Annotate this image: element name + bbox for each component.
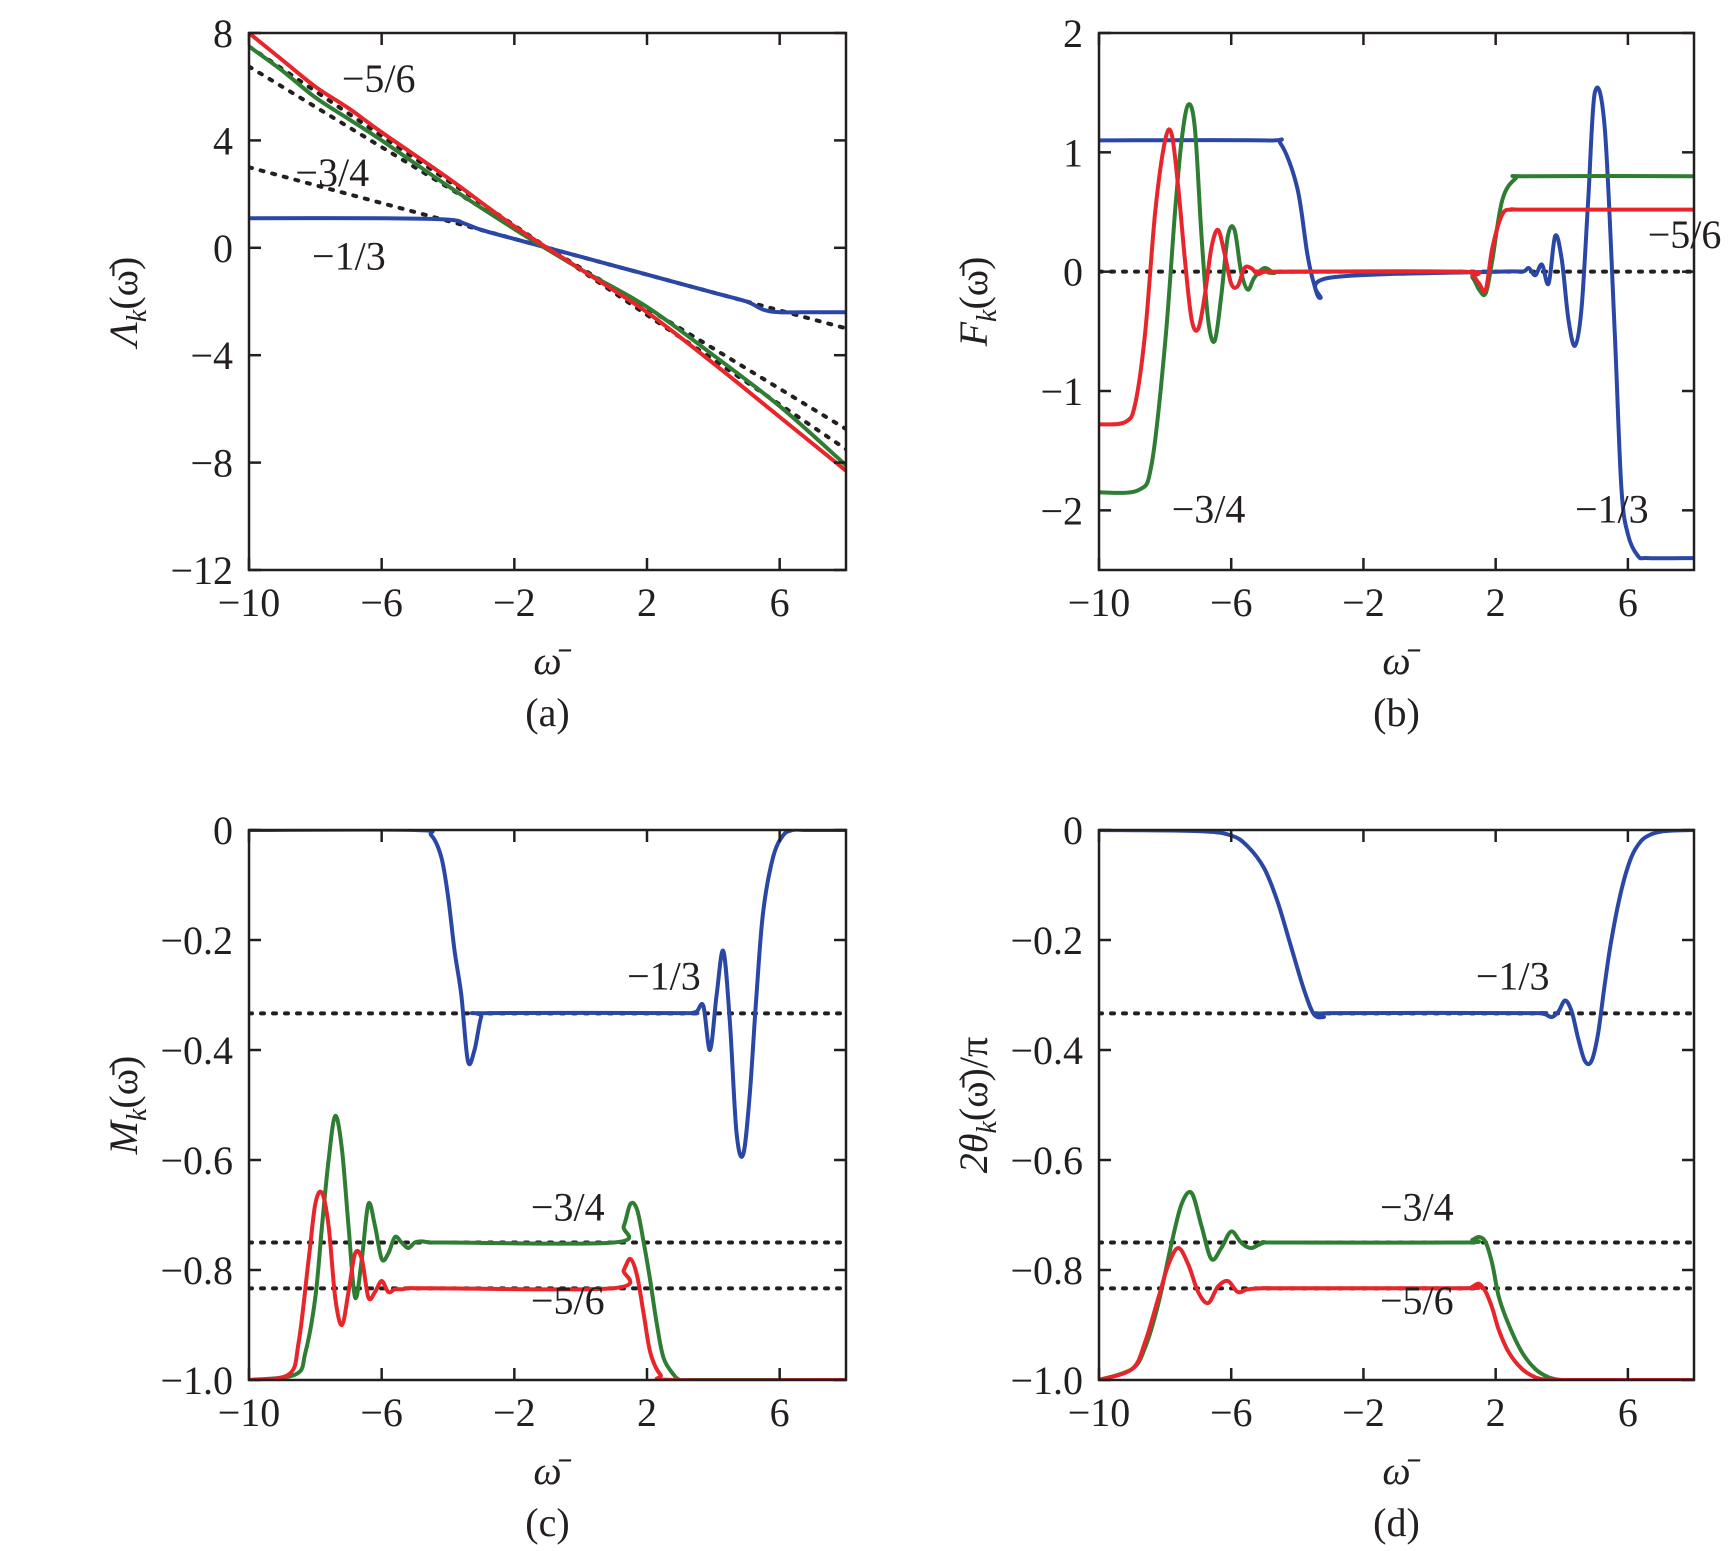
x-tick-label: −10 [1068,1390,1131,1435]
y-axis-label: Mk(ω̄) [101,1056,153,1156]
annotation-label: −3/4 [531,1185,605,1230]
y-tick-label: 1 [1063,130,1083,175]
x-tick-label: 6 [1618,1390,1638,1435]
y-tick-label: −1.0 [1010,1358,1083,1403]
y-axis-label-main: Λ [101,322,146,350]
series-line-green [249,44,846,467]
y-tick-label: −12 [170,548,233,593]
y-axis-label: 2θk(ω̄)/π [951,1037,1003,1173]
annotation-label: −5/6 [1648,212,1722,257]
series-line-red [249,1189,846,1380]
x-tick-label: 2 [637,580,657,625]
y-axis-label-sub: k [122,1108,153,1121]
y-axis-label-sub: k [122,309,153,322]
y-axis-label-tail: (ω̄) [101,1056,146,1109]
x-tick-label: 2 [1486,580,1506,625]
y-tick-label: 0 [213,226,233,271]
annotation-label: −1/3 [1476,954,1550,999]
x-tick-label: 2 [637,1390,657,1435]
x-axis-label: ω̄ [533,638,571,683]
annotation-label: −1/3 [1575,486,1649,531]
y-tick-label: −4 [190,333,233,378]
series-line-red [1099,1246,1694,1380]
y-axis-label-tail: (ω̄) [101,257,146,310]
panel-d: −10 −6 −2 2 6 0 −0.2 −0.4 −0.6 −0.8 −1.0 ω̄ (d) 2θk(ω… [951,808,1696,1545]
panel-c: −10 −6 −2 2 6 0 −0.2 −0.4 −0.6 −0.8 −1.0 ω̄ (c) Mk(ω̄… [101,808,848,1545]
series-line-blue [249,830,846,1159]
y-axis-label-main: M [101,1118,146,1155]
annotation-label: −5/6 [342,56,416,101]
y-tick-label: 4 [213,118,233,163]
y-tick-label: −0.2 [1010,918,1083,963]
y-axis-label-main: 2θ [951,1134,996,1174]
series-line-green [1099,1190,1694,1380]
y-axis-label-main: F [951,321,996,347]
y-axis-label: Λk(ω̄) [101,257,153,351]
y-tick-label: 0 [213,808,233,853]
y-tick-label: −0.4 [1010,1028,1083,1073]
annotation-label: −1/3 [312,233,386,278]
y-tick-label: 8 [213,11,233,56]
y-tick-label: 0 [1063,808,1083,853]
y-axis-label-sub: k [972,309,1003,322]
series-line-blue [249,216,846,315]
x-tick-label: −10 [218,580,281,625]
x-tick-label: −2 [1342,580,1385,625]
panel-caption: (a) [525,690,569,735]
y-tick-label: −0.8 [160,1248,233,1293]
annotation-label: −5/6 [1380,1278,1454,1323]
y-tick-label: 2 [1063,11,1083,56]
y-tick-label: −0.4 [160,1028,233,1073]
x-tick-label: −6 [360,580,403,625]
series-line-green [249,1113,846,1380]
y-tick-label: −1 [1040,369,1083,414]
annotation-label: −3/4 [1172,486,1246,531]
x-tick-label: −2 [1342,1390,1385,1435]
y-axis-label-tail: (ω̄)/π [951,1037,996,1121]
x-tick-label: −6 [1210,580,1253,625]
x-axis-label: ω̄ [533,1448,571,1493]
y-axis-label-tail: (ω̄) [951,257,996,310]
y-tick-label: −0.6 [1010,1138,1083,1183]
y-axis-label-sub: k [972,1121,1003,1134]
x-tick-label: −10 [1068,580,1131,625]
series-line-red [249,33,846,473]
x-tick-label: −10 [218,1390,281,1435]
y-tick-label: 0 [1063,250,1083,295]
y-tick-label: −0.2 [160,918,233,963]
axes-frame [1097,31,1696,572]
panel-caption: (d) [1373,1500,1420,1545]
x-axis-label: ω̄ [1382,638,1420,683]
annotation-label: −1/3 [627,954,701,999]
panel-caption: (c) [525,1500,569,1545]
x-tick-label: 2 [1486,1390,1506,1435]
panel-b: −10 −6 −2 2 6 2 1 0 −1 −2 ω̄ (b) Fk(ω̄) −5/6 −3/4 −1/3 [951,11,1721,735]
y-tick-label: −0.8 [1010,1248,1083,1293]
x-tick-label: 6 [770,1390,790,1435]
series-line-blue [1099,830,1694,1067]
series-line-blue [1099,85,1694,561]
x-tick-label: −2 [493,1390,536,1435]
series-line-red [1099,127,1694,427]
x-tick-label: −6 [1210,1390,1253,1435]
axes-frame [247,31,848,572]
y-tick-label: −2 [1040,488,1083,533]
x-tick-label: 6 [1618,580,1638,625]
annotation-label: −3/4 [295,150,369,195]
x-tick-label: −2 [493,580,536,625]
annotation-label: −5/6 [531,1278,605,1323]
x-tick-label: 6 [770,580,790,625]
annotation-label: −3/4 [1380,1185,1454,1230]
x-axis-label: ω̄ [1382,1448,1420,1493]
axes-frame [247,828,848,1382]
y-axis-label: Fk(ω̄) [951,257,1003,348]
axes-frame [1097,828,1696,1382]
y-tick-label: −8 [190,441,233,486]
y-tick-label: −1.0 [160,1358,233,1403]
panel-caption: (b) [1373,690,1420,735]
x-tick-label: −6 [360,1390,403,1435]
panel-a: −10 −6 −2 2 6 8 4 0 −4 −8 −12 ω̄ (a) Λk(ω̄) −5/6 −3/4 −1… [101,11,848,735]
y-tick-label: −0.6 [160,1138,233,1183]
